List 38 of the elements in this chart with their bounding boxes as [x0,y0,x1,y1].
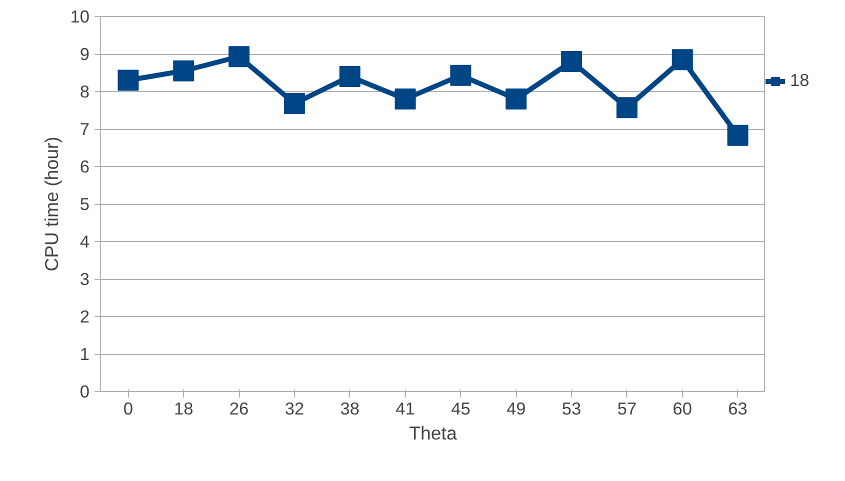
x-tick-label: 0 [123,398,134,418]
y-tick-label: 5 [80,194,90,214]
point [506,88,527,110]
x-tick-label: 45 [451,398,470,418]
point [173,60,194,82]
point [450,64,472,86]
y-tick-label: 2 [80,306,90,326]
y-tick-label: 0 [80,382,90,402]
point [727,124,748,146]
point [284,93,305,114]
x-tick-label: 53 [562,398,582,418]
y-tick-label: 3 [80,269,90,289]
x-tick-label: 60 [672,398,692,418]
x-tick-label: 49 [506,398,526,418]
y-tick-label: 8 [80,82,90,102]
point [118,70,139,91]
point [339,66,360,87]
y-tick-label: 6 [80,156,90,176]
x-tick-label: 18 [174,398,194,418]
point [616,97,638,118]
legend-label: 18 [790,70,810,91]
x-tick-label: 26 [229,398,249,418]
y-axis-title: CPU time (hour) [41,136,62,272]
y-tick-label: 1 [80,344,90,364]
y-tick-label: 9 [80,44,90,64]
point [672,49,693,70]
x-tick-label: 32 [284,398,304,418]
y-tick-label: 10 [70,6,90,26]
x-axis-title: Theta [409,422,458,444]
x-tick-label: 63 [728,398,748,418]
y-tick-label: 4 [80,232,90,252]
point [561,51,582,72]
y-tick-label: 7 [80,119,90,139]
point [394,88,416,110]
x-tick-label: 38 [340,398,360,418]
point [228,46,250,68]
x-tick-label: 41 [396,398,415,418]
x-tick-label: 57 [617,398,637,418]
